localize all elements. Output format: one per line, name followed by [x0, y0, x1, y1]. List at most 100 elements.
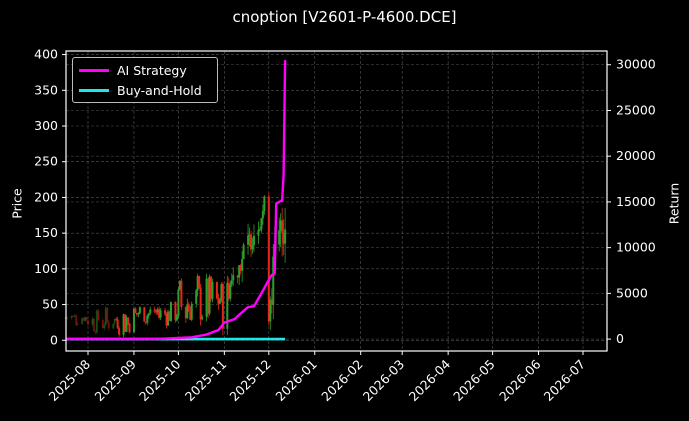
candle-body [84, 316, 87, 321]
candle-body [250, 234, 253, 250]
y-left-tick-label: 0 [50, 332, 58, 347]
candle-body [75, 315, 78, 325]
y-right-tick-label: 30000 [616, 57, 656, 72]
candle-body [106, 307, 109, 323]
candle-body [156, 309, 159, 313]
candle-body [104, 307, 107, 325]
candle-body [70, 315, 73, 319]
candle-body [187, 304, 190, 312]
candle-body [146, 315, 149, 323]
legend-label: AI Strategy [117, 62, 187, 78]
candle-body [137, 313, 140, 315]
candle-body [207, 278, 210, 314]
candle-body [211, 282, 214, 299]
y-right-tick-label: 10000 [616, 240, 656, 255]
candle-body [112, 323, 115, 329]
candle-body [189, 311, 192, 320]
series-line-ai-strategy [65, 60, 287, 341]
candle-body [168, 311, 171, 321]
candle-body [198, 276, 201, 288]
candle-body [113, 318, 116, 324]
candle-body [115, 318, 118, 320]
candle-body [155, 311, 158, 313]
y-axis-left-label: Price [9, 188, 25, 219]
candle-body [101, 320, 104, 329]
candle-body [267, 196, 270, 322]
candle-body [159, 310, 162, 318]
candle-body [248, 234, 251, 236]
candle-body [269, 299, 272, 322]
x-tick-label: 2026-03 [360, 357, 408, 405]
candle-body [238, 265, 241, 278]
candle-body [128, 323, 131, 333]
x-tick-label: 2026-07 [541, 357, 589, 405]
candle-body [165, 313, 168, 326]
x-tick-label: 2025-08 [46, 356, 94, 404]
legend-label: Buy-and-Hold [117, 82, 202, 98]
plot-frame [65, 50, 608, 352]
candle-body [217, 298, 220, 304]
candle-body [199, 287, 202, 320]
y-left-tick-label: 100 [34, 261, 58, 276]
candle-body [97, 310, 100, 321]
y-right-tick-label: 20000 [616, 148, 656, 163]
candle-body [270, 299, 273, 305]
candle-body [263, 196, 266, 211]
x-tick-label: 2026-01 [272, 357, 320, 405]
candle-body [164, 310, 167, 314]
candle-body [81, 318, 84, 325]
candle-body [153, 309, 156, 312]
candle-body [272, 256, 275, 305]
candle-body [116, 319, 119, 329]
candle-body [232, 275, 235, 281]
candle-body [169, 301, 172, 321]
candle-body [258, 229, 261, 231]
candle-body [72, 315, 75, 317]
x-tick-label: 2025-10 [136, 356, 184, 404]
legend-item-ai-strategy: AI Strategy [79, 61, 187, 79]
y-left-tick-label: 400 [34, 47, 58, 62]
candle-body [158, 309, 161, 318]
candle-body [103, 324, 106, 329]
candle-body [236, 275, 239, 278]
candle-body [124, 314, 127, 332]
candle-body [208, 276, 211, 314]
candle-body [251, 245, 254, 250]
candle-body [82, 318, 85, 321]
y-left-tick-label: 350 [34, 82, 58, 97]
candle-body [218, 300, 221, 304]
candle-body [147, 313, 150, 316]
x-tick-label: 2026-06 [496, 356, 544, 404]
y-right-tick-label: 25000 [616, 102, 656, 117]
candle-body [220, 284, 223, 301]
candle-body [87, 320, 89, 325]
candle-body [178, 280, 181, 290]
legend: AI Strategy Buy-and-Hold [72, 57, 218, 103]
y-right-tick-label: 5000 [616, 285, 648, 300]
x-tick-label: 2025-12 [226, 357, 274, 405]
candle-body [122, 314, 125, 335]
candle-body [134, 308, 137, 313]
y-right-tick-label: 0 [616, 331, 624, 346]
candle-body [184, 306, 187, 319]
candle-body [229, 284, 232, 299]
candle-body [135, 312, 138, 315]
candle-body [284, 229, 287, 244]
candle-body [196, 276, 199, 291]
candle-body [94, 331, 97, 333]
chart-title: cnoption [V2601-P-4600.DCE] [232, 8, 457, 26]
candle-body [221, 284, 224, 329]
x-tick-label: 2026-04 [406, 356, 454, 404]
candle-body [201, 316, 204, 320]
legend-item-buy-and-hold: Buy-and-Hold [79, 81, 202, 99]
legend-swatch-buy-and-hold [79, 88, 109, 92]
candle-body [85, 316, 88, 321]
y-left-tick-label: 50 [42, 297, 58, 312]
candle-body [279, 220, 282, 231]
candle-body [215, 282, 218, 299]
x-tick-label: 2025-09 [92, 356, 140, 404]
y-right-tick-label: 15000 [616, 194, 656, 209]
candle-body [205, 278, 208, 317]
candle-body [247, 235, 250, 245]
